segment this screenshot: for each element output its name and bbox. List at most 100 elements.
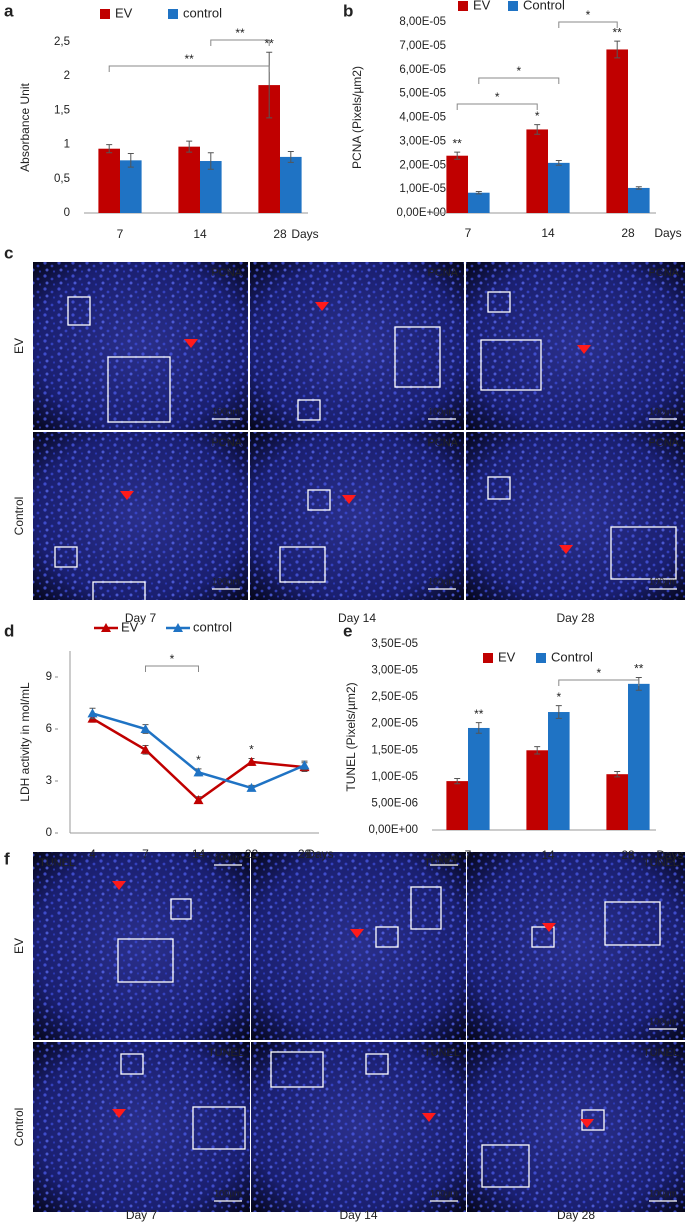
y-tick-label: 0 — [46, 827, 52, 839]
error-bar — [207, 152, 214, 170]
legend-label: EV — [115, 5, 133, 20]
x-tick-label: 28 — [298, 847, 312, 861]
micrograph-nuclei — [33, 852, 250, 1040]
x-tick-label: 7 — [465, 848, 472, 862]
bar — [120, 160, 142, 213]
panel-letter: a — [4, 1, 14, 20]
y-tick-label: 8,00E-05 — [399, 16, 446, 28]
arrowhead — [315, 302, 329, 311]
bar — [446, 155, 468, 213]
inset-box — [270, 1051, 324, 1088]
micrograph-nuclei — [251, 1042, 466, 1212]
y-tick-label: 2,00E-05 — [399, 159, 446, 171]
error-bar — [454, 151, 461, 160]
bracket-label: ** — [185, 52, 195, 66]
bracket-label: * — [586, 8, 591, 22]
scale-bar-label: 100µm — [428, 406, 456, 416]
marker — [193, 795, 204, 805]
bracket-label: * — [170, 652, 175, 666]
stain-label: PCNA — [211, 437, 242, 449]
scale-bar-label: 100µm — [649, 576, 677, 586]
scale-bar-label: 100µm — [649, 1016, 677, 1026]
legend-marker — [101, 623, 111, 632]
y-tick-label: 2 — [64, 70, 70, 82]
arrowhead — [577, 345, 591, 354]
bar — [178, 146, 200, 213]
micrograph-nuclei — [250, 432, 464, 600]
error-bar — [266, 51, 273, 119]
inset-box — [487, 291, 511, 313]
legend-label: EV — [498, 649, 516, 664]
bracket — [558, 679, 640, 686]
y-axis-title: TUNEL (Pixels/µm2) — [344, 682, 358, 791]
inset-box — [410, 886, 442, 930]
arrowhead — [184, 339, 198, 348]
y-tick-label: 3,50E-05 — [371, 638, 418, 650]
legend-swatch — [508, 1, 518, 11]
scale-bar-label: 100µm — [430, 852, 458, 862]
marker — [140, 744, 151, 754]
error-bar — [534, 746, 541, 755]
bracket — [456, 103, 538, 110]
panel-letter: e — [343, 621, 352, 640]
bracket — [145, 665, 199, 672]
error-bar — [127, 152, 134, 168]
inset-box — [170, 898, 192, 920]
bar — [606, 774, 628, 830]
error-bar — [186, 140, 193, 153]
y-tick-label: 7,00E-05 — [399, 40, 446, 52]
panel-letter: f — [4, 849, 10, 868]
row-label: EV — [12, 338, 26, 354]
y-tick-label: 1,5 — [54, 104, 70, 116]
y-tick-label: 1 — [64, 139, 70, 151]
bar — [548, 712, 570, 830]
y-tick-label: 6 — [46, 723, 52, 735]
legend-label: EV — [473, 0, 491, 12]
y-tick-label: 0,00E+00 — [368, 824, 418, 836]
x-tick-label: 28 — [621, 226, 635, 240]
y-axis-title: LDH activity in mol/mL — [18, 682, 32, 802]
inset-box — [481, 1144, 530, 1188]
bar — [200, 161, 222, 213]
inset-box — [394, 326, 441, 388]
bar — [628, 187, 650, 213]
stain-label: PCNA — [648, 267, 679, 279]
x-tick-label: 22 — [245, 847, 259, 861]
bar — [258, 85, 280, 213]
y-tick-label: 9 — [46, 671, 52, 683]
micrograph-nuclei — [33, 1042, 250, 1212]
inset-box — [480, 339, 542, 391]
inset-box — [92, 581, 146, 621]
micrograph-nuclei — [33, 432, 248, 600]
marker — [140, 724, 151, 733]
column-label: Day 7 — [126, 1208, 158, 1222]
significance: ** — [474, 707, 484, 721]
bar — [280, 156, 302, 213]
significance: * — [556, 690, 561, 704]
bracket-label: * — [516, 64, 521, 78]
y-tick-label: 3,00E-05 — [371, 665, 418, 677]
error-bar — [635, 186, 642, 190]
arrowhead — [342, 495, 356, 504]
x-tick-label: 7 — [142, 847, 149, 861]
micrograph-nuclei — [250, 262, 464, 430]
scale-bar-label: 100µm — [649, 1188, 677, 1198]
y-tick-label: 2,50E-05 — [371, 691, 418, 703]
scale-bar-label: 100µm — [212, 576, 240, 586]
scale-bar-label: 100µm — [212, 406, 240, 416]
legend-label: control — [183, 5, 222, 20]
arrowhead — [112, 1109, 126, 1118]
inset-box — [54, 546, 78, 568]
error-bar — [475, 722, 482, 734]
scale-bar-label: 100µm — [428, 576, 456, 586]
micrograph-nuclei — [466, 262, 685, 430]
significance: * — [249, 743, 254, 757]
x-tick-label: 14 — [541, 848, 555, 862]
inset-box — [307, 489, 331, 511]
legend-swatch — [483, 653, 493, 663]
inset-box — [107, 356, 171, 423]
micrograph-nuclei — [466, 432, 685, 600]
inset-box — [487, 476, 511, 500]
y-tick-label: 5,00E-05 — [399, 88, 446, 100]
